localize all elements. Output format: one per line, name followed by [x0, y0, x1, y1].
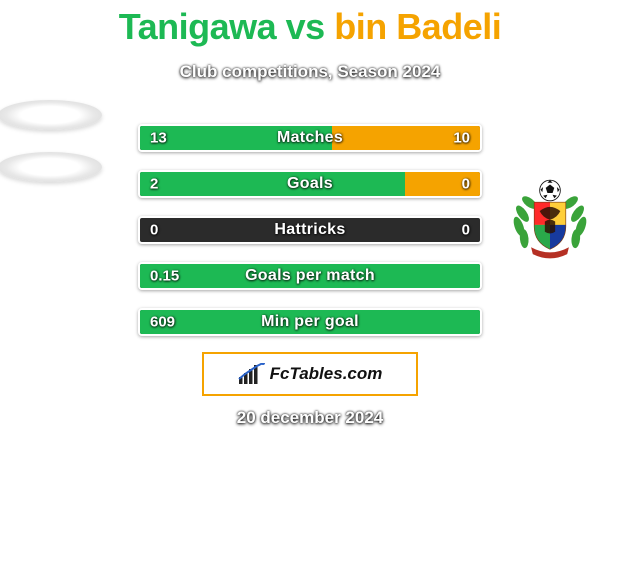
date-stamp: 20 december 2024	[237, 408, 384, 428]
stat-bar: 2 0 Goals	[138, 170, 482, 198]
fctables-watermark: FcTables.com	[202, 352, 418, 396]
subtitle: Club competitions, Season 2024	[0, 62, 620, 82]
player2-name: bin Badeli	[334, 6, 501, 47]
right-team-badge	[490, 175, 610, 261]
ellipse-icon	[0, 152, 102, 182]
stat-right-value: 0	[462, 222, 470, 239]
stat-left-value: 2	[150, 176, 158, 193]
crest-icon	[507, 175, 593, 261]
stat-right-value: 0	[462, 176, 470, 193]
page-title: Tanigawa vs bin Badeli	[0, 6, 620, 48]
vs-separator: vs	[286, 6, 325, 47]
stat-left-value: 13	[150, 130, 167, 147]
stat-bar: 13 10 Matches	[138, 124, 482, 152]
stat-bar: 0.15 Goals per match	[138, 262, 482, 290]
stat-label: Goals	[287, 175, 333, 193]
stat-label: Hattricks	[274, 221, 345, 239]
stats-bars: 13 10 Matches 2 0 Goals 0 0 Hattricks 0.15 Goals p…	[138, 124, 482, 354]
stat-left-value: 609	[150, 314, 175, 331]
stat-label: Matches	[277, 129, 343, 147]
stat-bar: 609 Min per goal	[138, 308, 482, 336]
ellipse-icon	[0, 100, 102, 130]
player1-name: Tanigawa	[119, 6, 276, 47]
stat-label: Min per goal	[261, 313, 359, 331]
stat-left-value: 0.15	[150, 268, 179, 285]
stat-bar: 0 0 Hattricks	[138, 216, 482, 244]
stat-left-value: 0	[150, 222, 158, 239]
fctables-text: FcTables.com	[270, 364, 383, 384]
stat-label: Goals per match	[245, 267, 375, 285]
stat-bar-left-fill	[140, 172, 405, 196]
stat-right-value: 10	[453, 130, 470, 147]
left-team-badge	[0, 100, 110, 204]
fctables-logo-icon	[238, 363, 266, 385]
